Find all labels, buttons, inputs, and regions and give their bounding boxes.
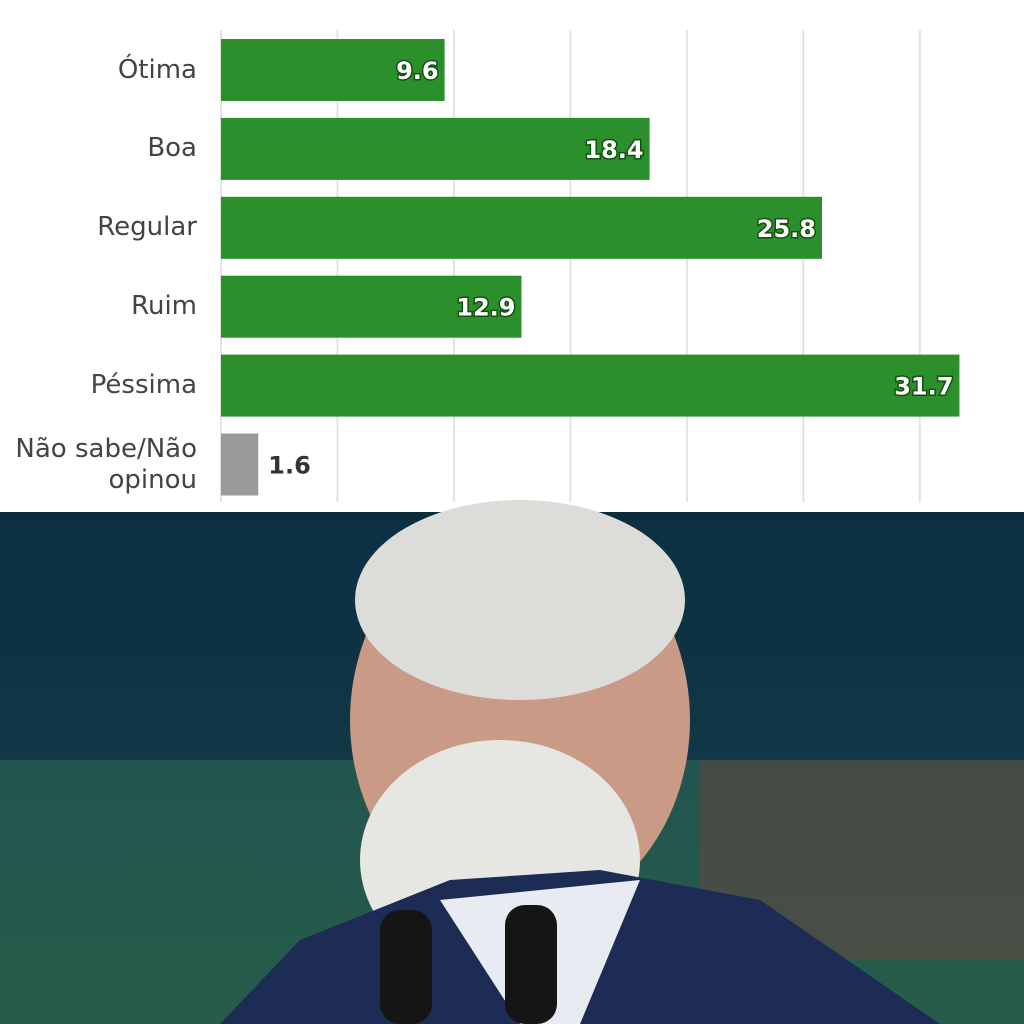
bar	[221, 39, 445, 101]
category-label: Péssima	[90, 370, 197, 401]
value-label: 31.7	[894, 373, 953, 401]
category-label: Regular	[97, 212, 197, 243]
value-label: 9.6	[396, 57, 439, 85]
value-label: 25.8	[757, 215, 816, 243]
category-label: Não sabe/Não opinou	[15, 433, 197, 495]
category-label: Ótima	[117, 54, 197, 85]
value-label: 12.9	[456, 294, 515, 322]
bar	[221, 354, 960, 417]
bar	[221, 275, 522, 338]
bar	[221, 196, 822, 259]
category-label: Ruim	[131, 291, 197, 322]
value-label: 1.6	[268, 452, 311, 480]
photo	[0, 500, 1024, 1024]
bar	[221, 117, 650, 180]
value-label: 18.4	[584, 136, 643, 164]
category-label: Boa	[147, 133, 197, 164]
bar	[221, 433, 259, 496]
